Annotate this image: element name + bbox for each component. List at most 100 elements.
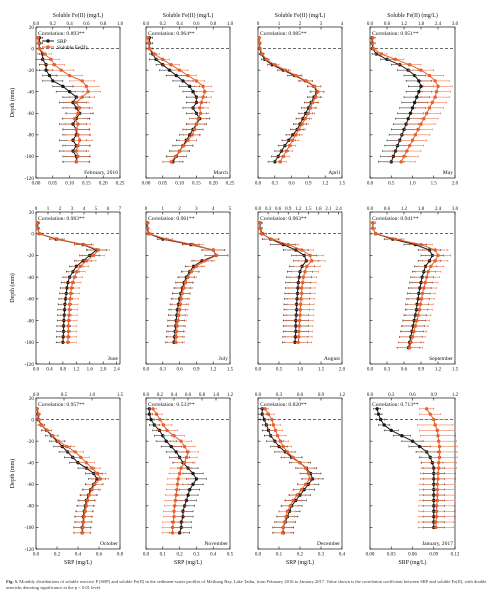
fe-point bbox=[393, 57, 398, 62]
srp-point bbox=[51, 79, 55, 83]
srp-line bbox=[148, 408, 197, 533]
fe-point bbox=[196, 116, 200, 121]
fe-point bbox=[257, 221, 262, 225]
y-tick-label: -40 bbox=[27, 90, 34, 96]
y-tick-label: 20 bbox=[29, 396, 35, 402]
fe-point bbox=[419, 242, 423, 247]
fe-point bbox=[428, 412, 432, 416]
month-label: February, 2016 bbox=[84, 170, 118, 176]
fe-point bbox=[419, 122, 423, 126]
fe-point bbox=[158, 417, 162, 422]
fe-point bbox=[147, 232, 152, 236]
y-tick-label: -20 bbox=[27, 439, 34, 445]
srp-tick-label: 0.25 bbox=[116, 182, 125, 187]
fe-point bbox=[405, 149, 409, 153]
fe-point bbox=[176, 477, 180, 481]
fe-point bbox=[146, 41, 151, 45]
fe-point bbox=[82, 514, 86, 519]
fe-point bbox=[194, 264, 199, 268]
y-tick-label: -60 bbox=[27, 297, 34, 303]
srp-series bbox=[369, 36, 434, 164]
fe-point bbox=[35, 36, 40, 40]
fe-point bbox=[433, 423, 437, 427]
srp-point bbox=[408, 111, 413, 115]
fe-point bbox=[437, 466, 441, 470]
srp-line bbox=[148, 37, 201, 163]
fe-point bbox=[294, 73, 298, 78]
fe-point bbox=[303, 482, 308, 486]
fe-point bbox=[83, 509, 87, 513]
srp-tick-label: 0.2 bbox=[54, 553, 61, 558]
fe-point bbox=[296, 335, 301, 339]
srp-tick-label: 1.5 bbox=[452, 368, 459, 373]
fe-line bbox=[258, 37, 319, 163]
fe-tick-label: 1 bbox=[278, 22, 281, 27]
fe-point bbox=[298, 302, 303, 306]
fe-point bbox=[266, 412, 271, 416]
fe-point bbox=[173, 498, 178, 503]
fe-point bbox=[171, 520, 175, 524]
fe-tick-label: 0.3 bbox=[265, 207, 272, 212]
panel-may: 0.0 0.5 1.0 1.5 2.0 0.0 0.6 1.2 1.8 2.4 3.0 Correla… bbox=[367, 12, 459, 187]
fe-tick-label: 0.6 bbox=[384, 207, 391, 212]
srp-tick-label: 0.25 bbox=[226, 182, 235, 187]
fe-tick-label: 0.6 bbox=[83, 22, 90, 27]
fe-tick-label: 1.0 bbox=[89, 393, 96, 398]
srp-point bbox=[191, 482, 195, 486]
fe-tick-label: 1.2 bbox=[452, 393, 459, 398]
fe-tick-label: 0.9 bbox=[285, 207, 292, 212]
fe-tick-label: 0.4 bbox=[176, 22, 183, 27]
srp-point bbox=[389, 428, 393, 433]
fe-point bbox=[291, 498, 295, 503]
fe-point bbox=[214, 253, 219, 258]
fe-point bbox=[73, 450, 77, 454]
srp-tick-label: 0.20 bbox=[99, 182, 108, 187]
srp-point bbox=[406, 116, 410, 121]
fe-tick-label: 0.8 bbox=[199, 393, 206, 398]
fe-point bbox=[437, 461, 441, 465]
fe-point bbox=[416, 127, 420, 132]
fe-point bbox=[264, 57, 269, 62]
fe-point bbox=[35, 226, 39, 230]
fe-point bbox=[84, 461, 89, 465]
fe-point bbox=[260, 52, 264, 56]
fe-tick-label: 0 bbox=[257, 22, 260, 27]
fe-point bbox=[295, 493, 299, 497]
srp-tick-label: 1.2 bbox=[435, 368, 442, 373]
fe-point bbox=[310, 259, 314, 263]
fe-point bbox=[201, 95, 205, 99]
fe-point bbox=[258, 46, 262, 51]
fe-tick-label: 2 bbox=[299, 22, 302, 27]
fe-point bbox=[427, 73, 432, 78]
fe-point bbox=[282, 520, 287, 524]
srp-tick-label: 0.9 bbox=[305, 182, 312, 187]
fe-point bbox=[152, 52, 157, 56]
correlation-label: Correlation: 0.533** bbox=[148, 402, 195, 408]
month-label: September bbox=[429, 356, 453, 362]
fe-tick-label: 0.2 bbox=[50, 22, 57, 27]
srp-tick-label: 1.0 bbox=[409, 182, 416, 187]
fe-tick-label: 0.0 bbox=[33, 393, 40, 398]
fe-point bbox=[422, 286, 426, 290]
fe-tick-label: 3 bbox=[195, 207, 198, 212]
fe-point bbox=[436, 471, 440, 476]
correlation-label: Correlation: 0.963** bbox=[260, 216, 307, 222]
panel-january-2017: 0.00 0.03 0.06 0.09 0.12 0.0 0.3 0.6 0.9 1.2 Corre… bbox=[366, 393, 460, 566]
fe-tick-label: 1.2 bbox=[295, 207, 302, 212]
fe-point bbox=[314, 95, 318, 99]
correlation-label: Correlation: 0.985** bbox=[260, 31, 307, 37]
fe-point bbox=[433, 259, 437, 263]
fe-tick-label: 1.2 bbox=[227, 393, 234, 398]
y-tick-label: -120 bbox=[24, 362, 34, 368]
panel-frame bbox=[35, 211, 121, 365]
panel-frame bbox=[369, 211, 456, 365]
fe-point bbox=[285, 450, 290, 454]
fe-point bbox=[37, 417, 41, 422]
srp-point bbox=[417, 79, 421, 83]
fe-point bbox=[70, 280, 75, 285]
fe-tick-label: 2 bbox=[59, 207, 62, 212]
srp-point bbox=[410, 106, 415, 110]
fe-point bbox=[74, 100, 79, 105]
fe-point bbox=[290, 138, 295, 142]
month-label: December bbox=[317, 541, 340, 547]
